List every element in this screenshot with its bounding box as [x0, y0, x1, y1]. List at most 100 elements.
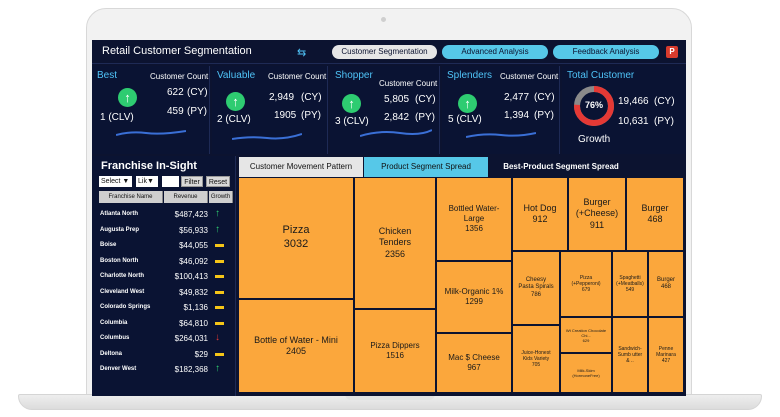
nav-customer-segmentation[interactable]: Customer Segmentation — [332, 45, 437, 59]
tab-product-segment-spread[interactable]: Product Segment Spread — [364, 157, 488, 177]
franchise-row-revenue: $29 — [194, 349, 208, 359]
kpi-count-label: Customer Count — [500, 72, 559, 81]
app-title: Retail Customer Segmentation — [102, 45, 252, 57]
treemap-cell[interactable]: Wt Creation Chocolate Chi... 629 — [561, 318, 611, 352]
tab-best-product-segment[interactable]: Best-Product Segment Spread — [489, 157, 633, 177]
treemap-cell[interactable]: Bottle of Water - Mini 2405 — [239, 300, 353, 392]
product-treemap: Pizza 3032 Bottle of Water - Mini 2405 Chi… — [239, 178, 683, 392]
franchise-row-name[interactable]: Augusta Prep — [100, 226, 140, 233]
nav-advanced-analysis[interactable]: Advanced Analysis — [442, 45, 548, 59]
franchise-row-name[interactable]: Cleveland West — [100, 288, 145, 295]
col-growth[interactable]: Growth — [209, 191, 233, 203]
growth-percent: 76% — [584, 100, 603, 110]
kpi-cy-suffix: (CY) — [187, 87, 208, 98]
franchise-row-name[interactable]: Denver West — [100, 366, 137, 372]
treemap-cell[interactable]: Bottled Water-Large 1356 — [437, 178, 511, 260]
kpi-clv: 2 (CLV) — [217, 114, 251, 125]
franchise-row-revenue: $182,368 — [174, 365, 208, 374]
kpi-card-shopper: Shopper Customer Count 5,805 (CY) 2,842 … — [330, 66, 440, 154]
laptop-notch — [345, 394, 435, 400]
franchise-row-name[interactable]: Atlanta North — [100, 211, 138, 217]
franchise-row-revenue: $46,092 — [179, 256, 208, 266]
franchise-row-name[interactable]: Columbia — [100, 319, 128, 326]
franchise-row-revenue: $1,136 — [183, 303, 208, 312]
kpi-title: Valuable — [217, 70, 256, 81]
treemap-cell[interactable]: Burger 468 — [649, 252, 683, 316]
franchise-row-revenue: $100,413 — [174, 272, 208, 281]
nav-feedback-analysis[interactable]: Feedback Analysis — [553, 45, 659, 59]
kpi-count-label: Customer Count — [268, 72, 327, 81]
kpi-card-total: Total Customer 76% 19,466 (CY) 10,631 (P… — [562, 66, 686, 154]
kpi-card-best: Best Customer Count 622 (CY) 459 (PY) ↑ … — [92, 66, 210, 154]
treemap-cell[interactable]: Pizza (+Pepperoni) 679 — [561, 252, 611, 316]
growth-flat-icon — [215, 306, 224, 309]
franchise-title: Franchise In-Sight — [101, 160, 197, 172]
filter-button[interactable]: Filter — [181, 176, 203, 187]
treemap-cell[interactable]: Sandwich-Sumb utter & .. — [613, 318, 647, 392]
franchise-row-revenue: $49,832 — [179, 287, 208, 297]
growth-donut-chart — [574, 86, 614, 126]
total-cy-suffix: (CY) — [654, 96, 675, 107]
kpi-py-suffix: (PY) — [415, 112, 435, 123]
kpi-count-label: Customer Count — [150, 72, 209, 81]
kpi-cy-value: 2,949 — [269, 92, 295, 103]
col-revenue[interactable]: Revenue — [164, 191, 208, 203]
franchise-row-revenue: $64,810 — [179, 318, 208, 328]
treemap-cell[interactable]: Chicken Tenders 2356 — [355, 178, 435, 308]
nav-arrows-icon[interactable]: ⇆ — [297, 47, 307, 59]
franchise-select[interactable]: Select ▼ — [99, 176, 132, 187]
kpi-py-value: 2,842 — [384, 112, 410, 123]
kpi-cy-value: 622 — [167, 87, 184, 98]
up-arrow-icon: ↑ — [458, 94, 477, 113]
franchise-row-name[interactable]: Colorado Springs — [100, 304, 151, 310]
kpi-py-suffix: (PY) — [301, 110, 321, 121]
match-select[interactable]: Lik▼ — [136, 176, 158, 187]
treemap-cell[interactable]: Burger 468 — [627, 178, 683, 250]
treemap-cell[interactable]: Spaghetti (+Meatballs) 549 — [613, 252, 647, 316]
kpi-sparkline — [466, 132, 536, 138]
franchise-row-revenue: $44,055 — [179, 241, 208, 250]
treemap-cell[interactable]: Hot Dog 912 — [513, 178, 567, 250]
treemap-cell[interactable]: Cheesy Pasta Spirals 786 — [513, 252, 559, 324]
growth-flat-icon — [215, 275, 224, 278]
treemap-cell[interactable]: Pizza Dippers 1516 — [355, 310, 435, 392]
powerpoint-export-icon[interactable]: P — [666, 46, 678, 58]
growth-flat-icon — [215, 352, 224, 356]
growth-flat-icon — [215, 244, 224, 247]
treemap-cell[interactable]: Mac $ Cheese 967 — [437, 334, 511, 392]
growth-up-icon: ↑ — [215, 208, 220, 219]
reset-button[interactable]: Reset — [206, 176, 230, 187]
franchise-row-name[interactable]: Deltona — [100, 350, 123, 357]
growth-up-icon: ↑ — [215, 223, 220, 235]
franchise-row-name[interactable]: Charlotte North — [100, 273, 144, 279]
treemap-cell[interactable]: Pizza 3032 — [239, 178, 353, 298]
growth-flat-icon — [215, 259, 224, 263]
kpi-clv: 3 (CLV) — [335, 116, 369, 127]
franchise-row-name[interactable]: Boise — [100, 242, 117, 248]
franchise-row-revenue: $487,423 — [174, 210, 208, 219]
franchise-row-revenue: $264,031 — [174, 334, 208, 343]
kpi-clv: 1 (CLV) — [100, 112, 134, 123]
treemap-cell[interactable]: Milk-Organic 1% 1299 — [437, 262, 511, 332]
filter-input[interactable] — [162, 176, 179, 187]
kpi-cy-suffix: (CY) — [301, 92, 322, 103]
dashboard-screen: Retail Customer Segmentation ⇆ Customer … — [92, 40, 686, 396]
top-bar: Retail Customer Segmentation ⇆ Customer … — [92, 40, 686, 64]
col-franchise-name[interactable]: Franchise Name — [99, 191, 163, 203]
franchise-row-name[interactable]: Boston North — [100, 257, 139, 264]
treemap-cell[interactable]: Milk-Skim (HormoneFree) — [561, 354, 611, 392]
kpi-cy-value: 2,477 — [504, 92, 530, 103]
kpi-sparkline — [232, 133, 302, 140]
franchise-row-name[interactable]: Columbus — [100, 335, 130, 341]
kpi-title: Shopper — [335, 70, 373, 81]
franchise-panel: Franchise In-Sight Select ▼ Lik▼ Filter … — [92, 156, 236, 396]
treemap-cell[interactable]: Burger (+Cheese) 911 — [569, 178, 625, 250]
up-arrow-icon: ↑ — [118, 88, 137, 107]
tab-customer-movement[interactable]: Customer Movement Pattern — [239, 157, 363, 177]
kpi-py-suffix: (PY) — [534, 110, 554, 121]
kpi-card-valuable: Valuable Customer Count 2,949 (CY) 1905 … — [212, 66, 328, 154]
kpi-cy-suffix: (CY) — [534, 92, 555, 103]
treemap-cell[interactable]: Juice-Honest Kids Variety 705 — [513, 326, 559, 392]
camera-icon — [381, 17, 386, 22]
treemap-cell[interactable]: Penne Marinara 427 — [649, 318, 683, 392]
